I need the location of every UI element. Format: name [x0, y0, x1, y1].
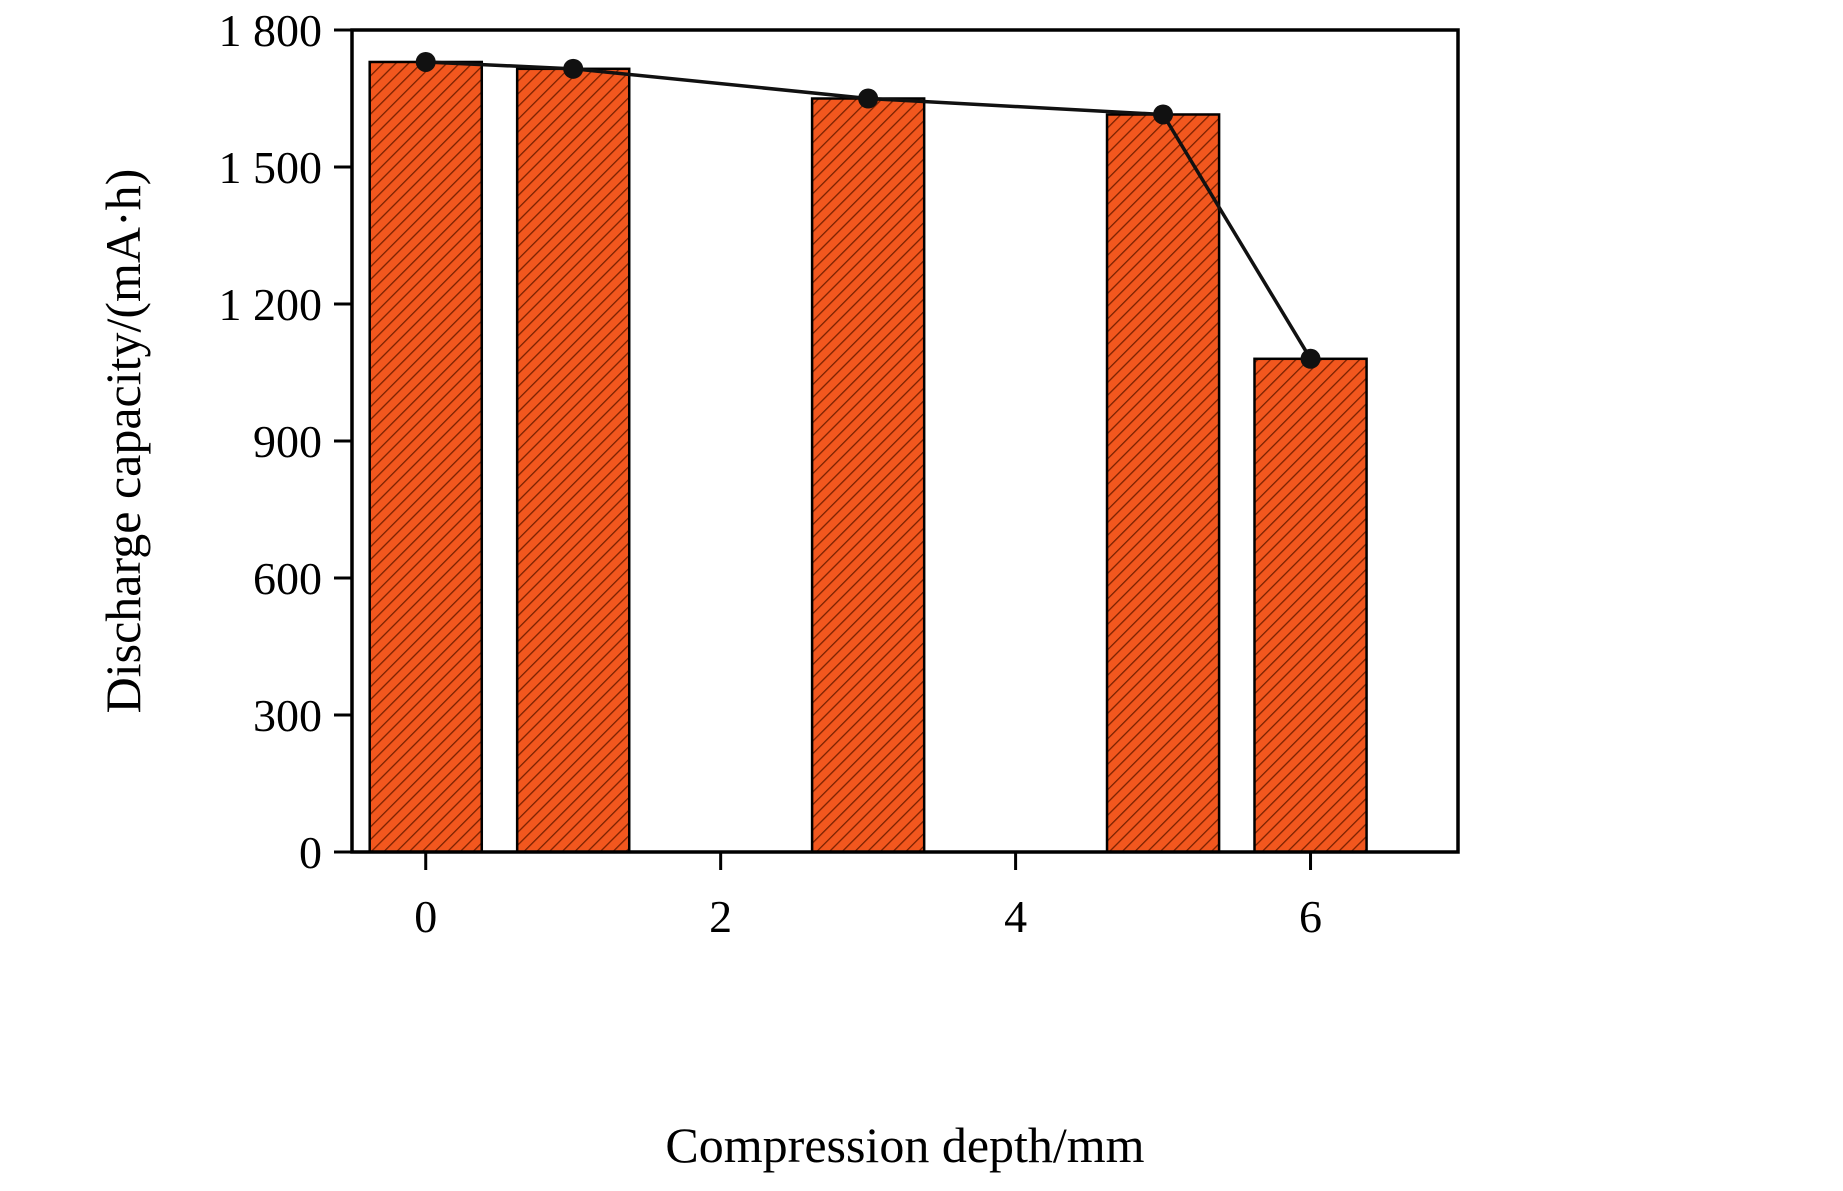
bar-x1	[515, 67, 631, 854]
data-point-x3	[858, 88, 879, 109]
y-tick-label-0: 0	[299, 827, 322, 878]
y-tick-label-300: 300	[253, 690, 322, 741]
y-axis-title: Discharge capacity/(mA·h)	[95, 169, 151, 714]
bar-x3	[810, 97, 926, 854]
y-tick-label-1500: 1 500	[219, 142, 323, 193]
x-tick-label-4: 4	[1004, 891, 1027, 942]
bar-x6	[1253, 357, 1368, 854]
y-tick-label-1200: 1 200	[219, 279, 323, 330]
bar-x5	[1105, 113, 1221, 854]
x-tick-label-0: 0	[414, 891, 437, 942]
bar-x0	[368, 60, 484, 854]
axis-ticks	[334, 28, 1313, 870]
tick-labels: 0 300 600 900 1 200 1 500 1 800 0 2 4 6	[219, 5, 1323, 942]
trend-line-group	[415, 51, 1321, 369]
y-tick-label-900: 900	[253, 416, 322, 467]
data-point-x1	[563, 58, 584, 79]
x-tick-label-2: 2	[709, 891, 732, 942]
data-point-x5	[1153, 104, 1174, 125]
x-axis-title: Compression depth/mm	[665, 1117, 1144, 1173]
x-tick-label-6: 6	[1299, 891, 1322, 942]
y-tick-label-1800: 1 800	[219, 5, 323, 56]
data-point-x0	[415, 51, 436, 72]
y-tick-label-600: 600	[253, 553, 322, 604]
data-point-x6	[1300, 348, 1321, 369]
bars-group	[368, 60, 1368, 854]
